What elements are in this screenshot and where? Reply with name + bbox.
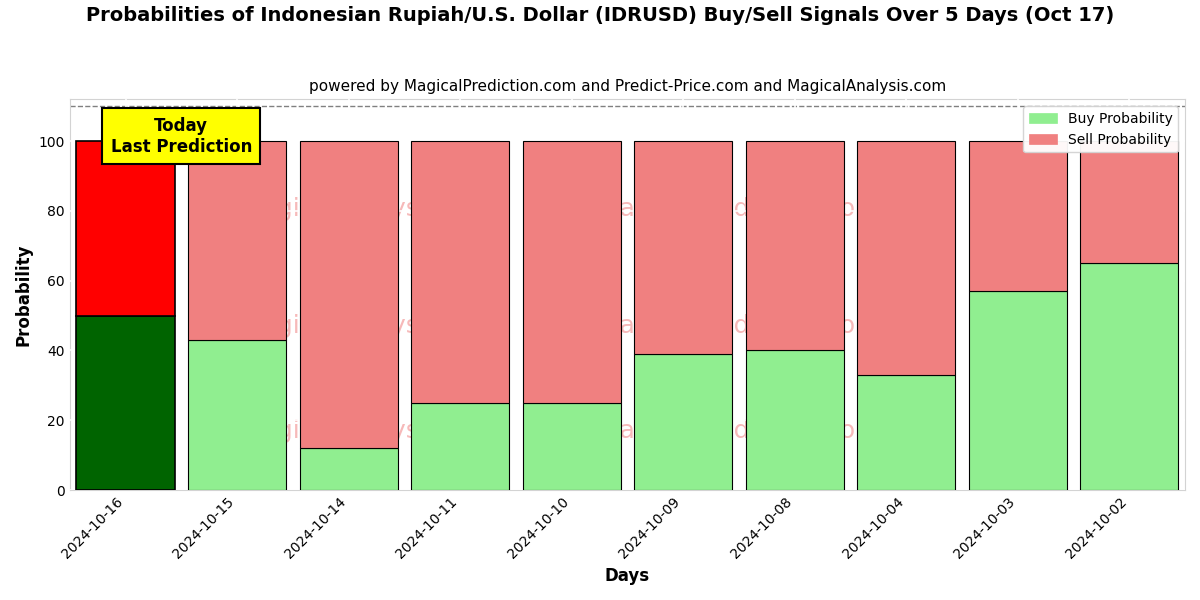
Text: MagicalPrediction.com: MagicalPrediction.com (598, 419, 880, 443)
Bar (522, 141, 620, 403)
Bar (968, 291, 1067, 490)
Bar (745, 350, 844, 490)
Bar (745, 141, 844, 350)
Bar (77, 141, 175, 316)
Text: MagicalPrediction.com: MagicalPrediction.com (598, 314, 880, 338)
Bar (412, 141, 509, 403)
Bar (1080, 141, 1178, 263)
Text: MagicalAnalysis.com: MagicalAnalysis.com (241, 197, 502, 221)
Bar (522, 403, 620, 490)
Title: powered by MagicalPrediction.com and Predict-Price.com and MagicalAnalysis.com: powered by MagicalPrediction.com and Pre… (308, 79, 946, 94)
Bar (857, 375, 955, 490)
Bar (968, 141, 1067, 291)
Bar (300, 141, 397, 448)
Text: MagicalPrediction.com: MagicalPrediction.com (598, 197, 880, 221)
Bar (857, 141, 955, 375)
Bar (634, 354, 732, 490)
Text: Today
Last Prediction: Today Last Prediction (110, 117, 252, 155)
Bar (412, 403, 509, 490)
Bar (188, 340, 286, 490)
Bar (634, 141, 732, 354)
Legend: Buy Probability, Sell Probability: Buy Probability, Sell Probability (1024, 106, 1178, 152)
Text: Probabilities of Indonesian Rupiah/U.S. Dollar (IDRUSD) Buy/Sell Signals Over 5 : Probabilities of Indonesian Rupiah/U.S. … (86, 6, 1114, 25)
Bar (188, 141, 286, 340)
Text: MagicalAnalysis.com: MagicalAnalysis.com (241, 314, 502, 338)
Y-axis label: Probability: Probability (14, 244, 34, 346)
Bar (77, 316, 175, 490)
Text: MagicalAnalysis.com: MagicalAnalysis.com (241, 419, 502, 443)
Bar (1080, 263, 1178, 490)
X-axis label: Days: Days (605, 567, 650, 585)
Bar (300, 448, 397, 490)
